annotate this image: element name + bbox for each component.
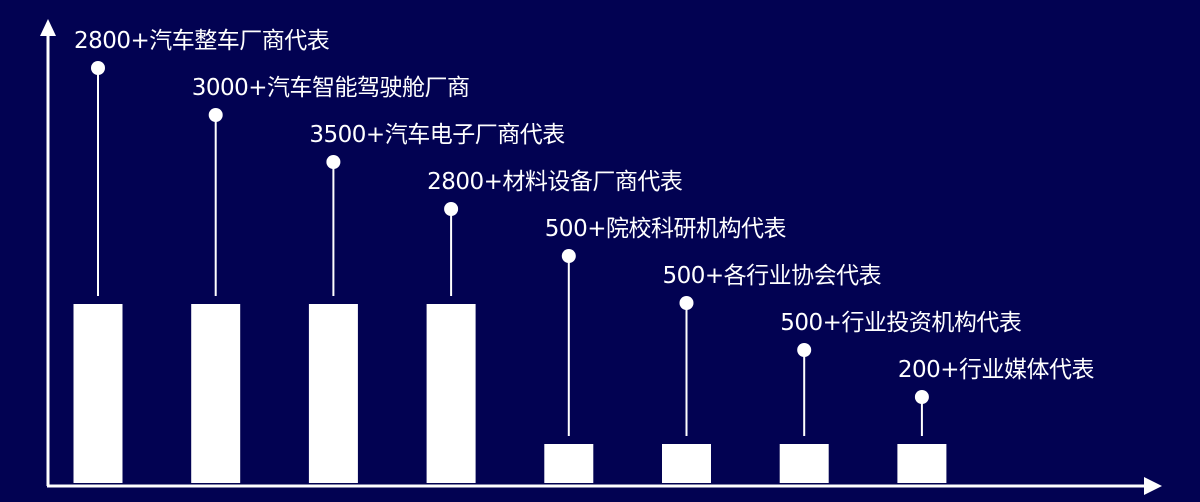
leader-dot bbox=[208, 108, 223, 122]
leader-dot bbox=[679, 296, 694, 310]
data-label: 200+行业媒体代表 bbox=[897, 357, 1095, 383]
bar bbox=[779, 444, 829, 483]
data-label: 500+行业投资机构代表 bbox=[780, 310, 1022, 336]
data-label: 500+院校科研机构代表 bbox=[544, 216, 787, 242]
bar bbox=[544, 444, 594, 483]
bar bbox=[426, 304, 476, 483]
leader-dot bbox=[561, 249, 576, 263]
data-label: 3500+汽车电子厂商代表 bbox=[309, 122, 565, 148]
data-label: 2800+汽车整车厂商代表 bbox=[74, 28, 330, 54]
data-label: 500+各行业协会代表 bbox=[662, 263, 882, 289]
bar bbox=[308, 304, 358, 483]
leader-dot bbox=[444, 202, 459, 216]
bar bbox=[73, 304, 123, 483]
x-axis-arrow-icon bbox=[1144, 477, 1162, 495]
data-label: 3000+汽车智能驾驶舱厂商 bbox=[191, 75, 470, 101]
data-label: 2800+材料设备厂商代表 bbox=[427, 169, 683, 195]
bar bbox=[662, 444, 711, 483]
leader-dot bbox=[797, 343, 812, 357]
leader-dot bbox=[326, 155, 341, 169]
leader-dot bbox=[91, 61, 105, 75]
bar bbox=[897, 444, 947, 483]
y-axis-arrow-icon bbox=[40, 19, 56, 36]
leader-dot bbox=[914, 390, 929, 404]
bar bbox=[191, 304, 241, 483]
